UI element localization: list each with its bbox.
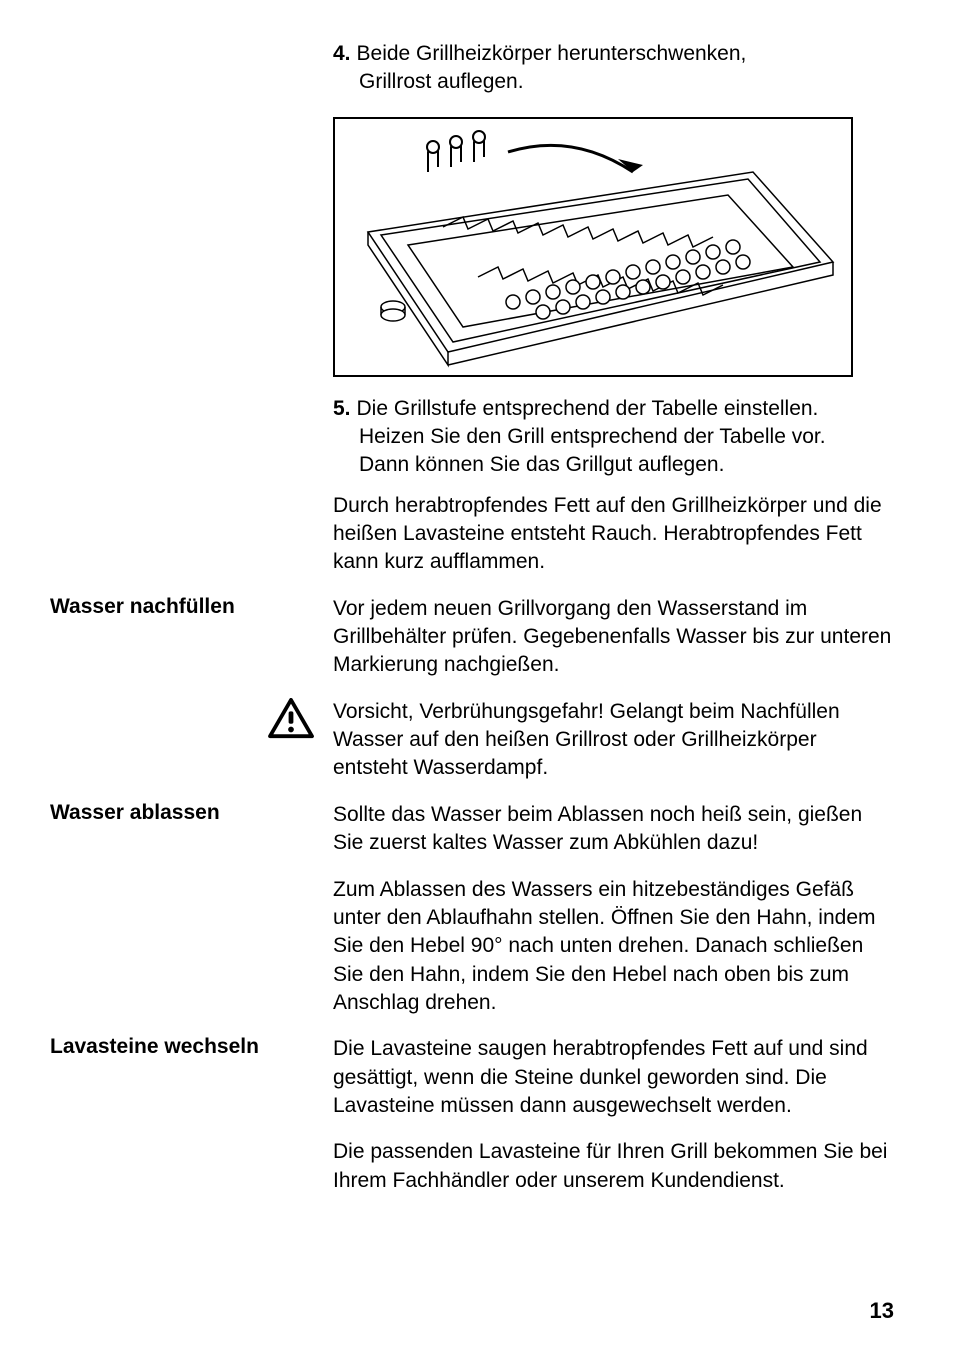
wasser-nachfuellen-heading: Wasser nachfüllen [50, 595, 235, 619]
smoke-paragraph: Durch herabtropfendes Fett auf den Grill… [333, 492, 894, 577]
step-4: 4. Beide Grillheizkörper herunterschwenk… [333, 40, 894, 97]
wasser-ablassen-text2: Zum Ablassen des Wassers ein hitzebestän… [333, 876, 894, 1018]
lavasteine-section: Lavasteine wechseln Die Lavasteine sauge… [50, 1035, 894, 1120]
step-5-number: 5. [333, 397, 351, 421]
step-4-number: 4. [333, 42, 351, 66]
warning-text: Vorsicht, Verbrühungsgefahr! Gelangt bei… [333, 698, 894, 783]
step-5: 5. Die Grillstufe entsprechend der Tabel… [333, 395, 894, 480]
wasser-ablassen-text1: Sollte das Wasser beim Ablassen noch hei… [333, 801, 894, 858]
step-5-line3: Dann können Sie das Grillgut auflegen. [359, 451, 894, 479]
wasser-nachfuellen-text: Vor jedem neuen Grillvorgang den Wassers… [333, 595, 894, 680]
wasser-nachfuellen-section: Wasser nachfüllen Vor jedem neuen Grillv… [50, 595, 894, 680]
lavasteine-heading: Lavasteine wechseln [50, 1035, 259, 1059]
wasser-ablassen-section: Wasser ablassen Sollte das Wasser beim A… [50, 801, 894, 858]
document-content: 4. Beide Grillheizkörper herunterschwenk… [50, 40, 894, 1213]
warning-section: Vorsicht, Verbrühungsgefahr! Gelangt bei… [50, 698, 894, 783]
step-5-line2: Heizen Sie den Grill entsprechend der Ta… [359, 423, 894, 451]
page-number: 13 [870, 1298, 894, 1324]
step-4-line2: Grillrost auflegen. [359, 68, 894, 96]
lavasteine-text2: Die passenden Lavasteine für Ihren Grill… [333, 1138, 894, 1195]
step-5-line1: Die Grillstufe entsprechend der Tabelle … [357, 395, 819, 423]
warning-triangle-icon [267, 698, 315, 783]
wasser-ablassen-heading: Wasser ablassen [50, 801, 220, 825]
lavasteine-text1: Die Lavasteine saugen herabtropfendes Fe… [333, 1035, 894, 1120]
step-4-line1: Beide Grillheizkörper herunterschwenken, [357, 40, 747, 68]
grill-illustration [333, 117, 894, 377]
